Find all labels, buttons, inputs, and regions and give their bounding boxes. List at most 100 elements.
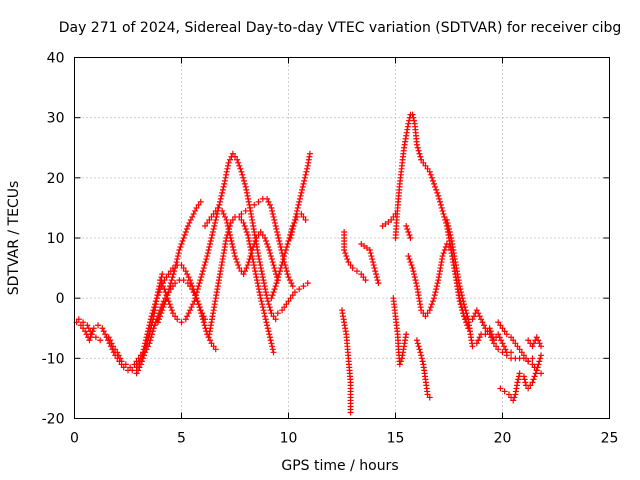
- data-point: [282, 265, 289, 272]
- data-point: [534, 364, 541, 371]
- data-point: [369, 256, 376, 263]
- data-point: [443, 241, 450, 248]
- data-point: [525, 358, 532, 365]
- data-point: [298, 189, 305, 196]
- data-point: [269, 343, 276, 350]
- data-point: [514, 379, 521, 386]
- data-point: [279, 259, 286, 266]
- data-point: [456, 283, 463, 290]
- data-point: [410, 114, 417, 121]
- data-point: [167, 280, 174, 287]
- data-point: [190, 210, 197, 217]
- data-point: [294, 204, 301, 211]
- data-point: [538, 343, 545, 350]
- data-point: [405, 228, 412, 235]
- data-point: [520, 373, 527, 380]
- data-point: [172, 262, 179, 269]
- data-point: [219, 186, 226, 193]
- data-point: [223, 235, 230, 241]
- data-point: [243, 228, 250, 235]
- data-point: [268, 295, 275, 302]
- data-point: [222, 174, 229, 181]
- data-point: [388, 216, 395, 223]
- data-point: [129, 367, 136, 374]
- data-point: [275, 235, 282, 241]
- data-point: [235, 262, 242, 269]
- data-point: [457, 286, 464, 293]
- data-point: [412, 277, 419, 284]
- data-point: [189, 301, 196, 308]
- data-point: [182, 228, 189, 235]
- data-point: [242, 225, 249, 232]
- series-arc-14: [339, 307, 354, 416]
- data-point: [530, 376, 537, 383]
- data-point: [460, 298, 467, 305]
- data-point: [173, 259, 180, 266]
- data-point: [245, 198, 252, 205]
- y-tick-label: -10: [42, 351, 65, 367]
- data-point: [229, 241, 236, 248]
- data-point: [536, 358, 543, 365]
- data-point: [159, 307, 166, 314]
- series-arc-5: [154, 198, 204, 326]
- data-point: [418, 156, 425, 163]
- data-point: [158, 280, 165, 287]
- data-point: [269, 292, 276, 299]
- data-point: [268, 204, 275, 211]
- data-point: [499, 325, 506, 332]
- data-point: [199, 268, 206, 275]
- data-point: [228, 238, 235, 245]
- data-point: [170, 271, 177, 278]
- data-point: [163, 274, 170, 281]
- data-point: [502, 346, 509, 353]
- data-point: [497, 385, 504, 392]
- data-point: [276, 238, 283, 245]
- data-point: [286, 277, 293, 284]
- data-point: [415, 343, 422, 350]
- data-point: [443, 216, 450, 223]
- data-point: [461, 304, 468, 311]
- data-point: [258, 298, 265, 305]
- data-point: [200, 313, 207, 320]
- data-point: [480, 322, 487, 329]
- data-point: [289, 228, 296, 235]
- data-point: [269, 259, 276, 266]
- data-point: [414, 144, 421, 151]
- data-point: [525, 337, 532, 344]
- data-point: [226, 225, 233, 232]
- data-point: [270, 289, 277, 296]
- data-point: [288, 280, 295, 287]
- data-point: [374, 277, 381, 284]
- data-point: [117, 355, 124, 362]
- y-axis-label: SDTVAR / TECUs: [6, 181, 22, 296]
- data-point: [266, 334, 273, 341]
- data-point: [77, 322, 84, 329]
- data-point: [114, 349, 121, 356]
- data-point: [432, 183, 439, 190]
- data-point: [134, 367, 141, 374]
- data-point: [86, 337, 93, 344]
- data-point: [147, 337, 154, 344]
- data-point: [159, 283, 166, 290]
- y-tick-label: 10: [47, 231, 65, 247]
- data-point: [178, 262, 185, 269]
- data-marks: [73, 111, 545, 416]
- data-point: [255, 286, 262, 293]
- data-point: [287, 295, 294, 302]
- data-point: [417, 349, 424, 356]
- data-point: [243, 186, 250, 193]
- data-point: [439, 207, 446, 214]
- data-point: [161, 301, 168, 308]
- data-point: [232, 253, 238, 260]
- data-point: [157, 313, 164, 320]
- x-tick-label: 5: [177, 431, 186, 447]
- data-point: [156, 289, 163, 296]
- data-point: [256, 259, 263, 266]
- data-point: [290, 222, 297, 229]
- data-point: [133, 370, 140, 377]
- data-point: [414, 340, 421, 347]
- data-point: [217, 198, 224, 205]
- data-point: [470, 313, 477, 320]
- data-point: [341, 247, 348, 254]
